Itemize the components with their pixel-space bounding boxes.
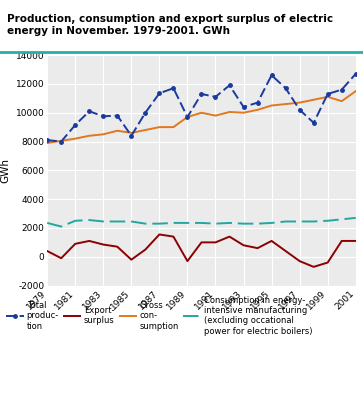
Legend: Total
produc-
tion, Export-
surplus, Gross
con-
sumption, Consumption in energy-: Total produc- tion, Export- surplus, Gro…	[4, 294, 314, 337]
Y-axis label: GWh: GWh	[0, 158, 10, 183]
Text: Production, consumption and export surplus of electric
energy in November. 1979-: Production, consumption and export surpl…	[7, 14, 333, 36]
